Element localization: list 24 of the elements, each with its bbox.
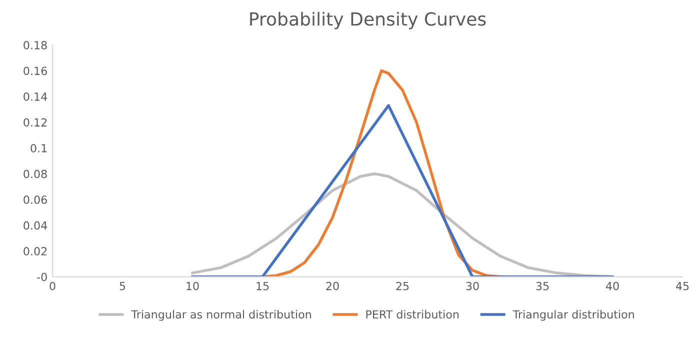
y-tick-label: 0.12 bbox=[24, 118, 47, 127]
y-tick-label: 0.04 bbox=[24, 221, 48, 230]
x-tick-label: 35 bbox=[536, 282, 549, 290]
y-tick-label: 0.02 bbox=[24, 247, 47, 256]
y-tick-label: -0 bbox=[37, 272, 47, 282]
x-tick-label: 5 bbox=[120, 282, 126, 290]
legend-label: Triangular distribution bbox=[512, 310, 634, 321]
y-tick-label: 0.08 bbox=[24, 170, 47, 178]
legend-label: Triangular as normal distribution bbox=[131, 310, 311, 321]
x-tick-label: 45 bbox=[676, 282, 689, 290]
chart-title: Probability Density Curves bbox=[250, 12, 486, 30]
x-tick-label: 10 bbox=[186, 282, 199, 290]
legend-label: PERT distribution bbox=[366, 310, 459, 319]
y-tick-label: 0.06 bbox=[24, 196, 47, 204]
y-tick-label: 0.14 bbox=[24, 92, 48, 101]
y-tick-label: 0.16 bbox=[24, 66, 47, 76]
x-tick-label: 25 bbox=[396, 282, 409, 290]
x-tick-label: 0 bbox=[50, 282, 56, 290]
x-tick-label: 15 bbox=[256, 282, 269, 290]
x-tick-label: 40 bbox=[606, 282, 619, 290]
x-tick-label: 20 bbox=[326, 282, 339, 290]
y-tick-label: 0.1 bbox=[30, 144, 47, 152]
y-tick-label: 0.18 bbox=[24, 40, 47, 50]
x-tick-label: 30 bbox=[466, 282, 479, 290]
